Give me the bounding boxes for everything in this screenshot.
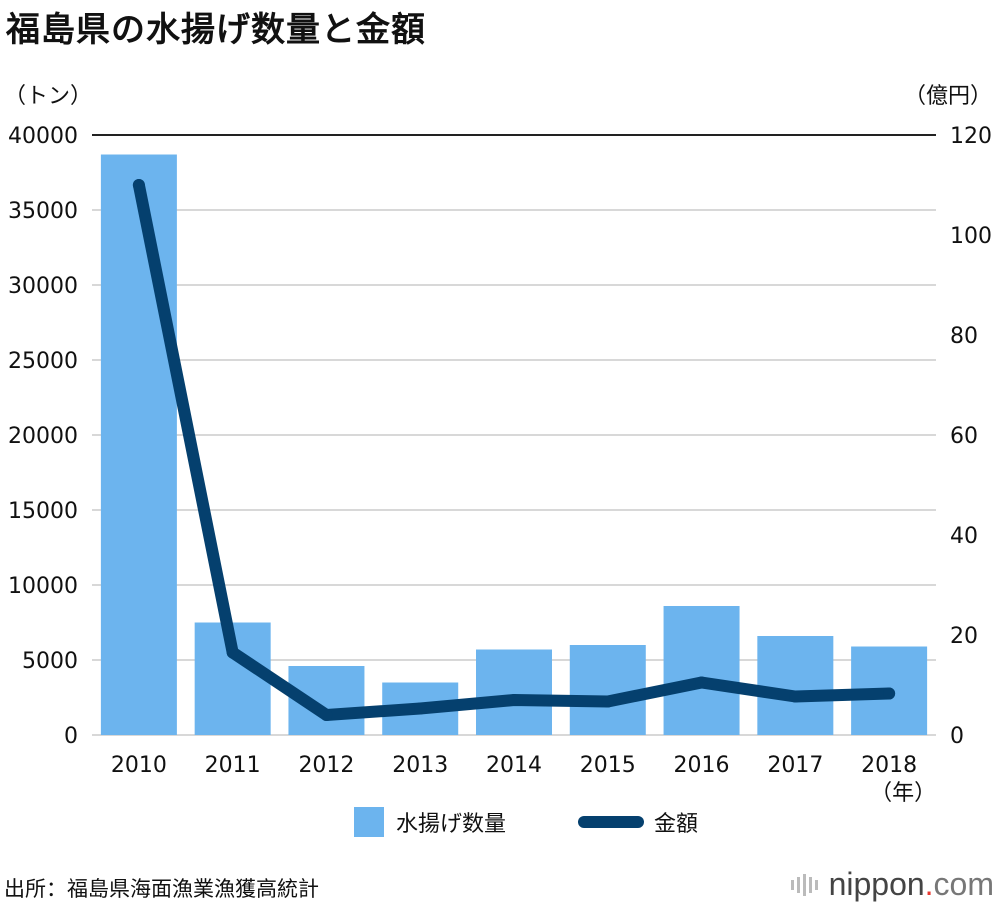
x-tick-label: 2013 xyxy=(392,753,448,778)
line-point-2015 xyxy=(601,695,614,708)
logo-dot: . xyxy=(924,866,934,902)
right-tick-label: 100 xyxy=(950,224,992,249)
bar-2015 xyxy=(569,645,646,735)
x-tick-label: 2010 xyxy=(111,753,167,778)
source-note: 出所：福島県海面漁業漁獲高統計 xyxy=(4,877,319,901)
right-tick-label: 120 xyxy=(950,124,992,149)
legend-bar-label: 水揚げ数量 xyxy=(396,812,507,837)
left-tick-label: 20000 xyxy=(8,424,78,449)
bar-2017 xyxy=(757,636,834,735)
x-tick-label: 2018 xyxy=(861,753,917,778)
left-tick-label: 0 xyxy=(64,724,78,749)
line-point-2018 xyxy=(883,687,896,700)
logo-name: nippon xyxy=(828,866,925,902)
x-tick-label: 2012 xyxy=(298,753,354,778)
left-tick-label: 40000 xyxy=(8,124,78,149)
x-tick-label: 2017 xyxy=(767,753,823,778)
legend-line-swatch xyxy=(578,816,644,828)
right-tick-label: 60 xyxy=(950,424,978,449)
logo-mark-icon xyxy=(790,873,821,896)
x-tick-label: 2016 xyxy=(674,753,730,778)
left-tick-label: 15000 xyxy=(8,499,78,524)
bar-2016 xyxy=(663,606,740,735)
line-point-2017 xyxy=(789,690,802,703)
x-tick-label: 2014 xyxy=(486,753,542,778)
line-point-2013 xyxy=(414,702,427,715)
line-point-2011 xyxy=(226,646,239,659)
right-tick-label: 20 xyxy=(950,624,978,649)
left-tick-label: 35000 xyxy=(8,199,78,224)
right-axis-unit: （億円） xyxy=(903,84,992,109)
chart-title: 福島県の水揚げ数量と金額 xyxy=(6,10,426,50)
right-tick-label: 40 xyxy=(950,524,978,549)
left-tick-label: 25000 xyxy=(8,349,78,374)
left-axis-unit: （トン） xyxy=(4,84,93,109)
left-tick-label: 10000 xyxy=(8,574,78,599)
logo-suffix: com xyxy=(933,866,994,902)
x-axis-unit: （年） xyxy=(870,781,936,806)
legend-line-label: 金額 xyxy=(654,812,699,837)
line-point-2012 xyxy=(320,709,333,721)
legend-item-line: 金額 xyxy=(578,806,698,838)
right-tick-label: 80 xyxy=(950,324,978,349)
line-point-2016 xyxy=(695,676,708,689)
nippon-logo[interactable]: nippon. com xyxy=(790,866,994,903)
right-tick-label: 0 xyxy=(950,724,964,749)
x-tick-label: 2011 xyxy=(205,753,261,778)
line-point-2010 xyxy=(132,179,145,191)
x-tick-label: 2015 xyxy=(580,753,636,778)
left-tick-label: 30000 xyxy=(8,274,78,299)
legend-item-bar: 水揚げ数量 xyxy=(354,806,506,838)
bar-2014 xyxy=(476,649,552,735)
left-tick-label: 5000 xyxy=(22,649,78,674)
line-point-2014 xyxy=(508,694,520,706)
bar-2010 xyxy=(100,154,177,735)
legend-bar-swatch xyxy=(354,807,384,837)
